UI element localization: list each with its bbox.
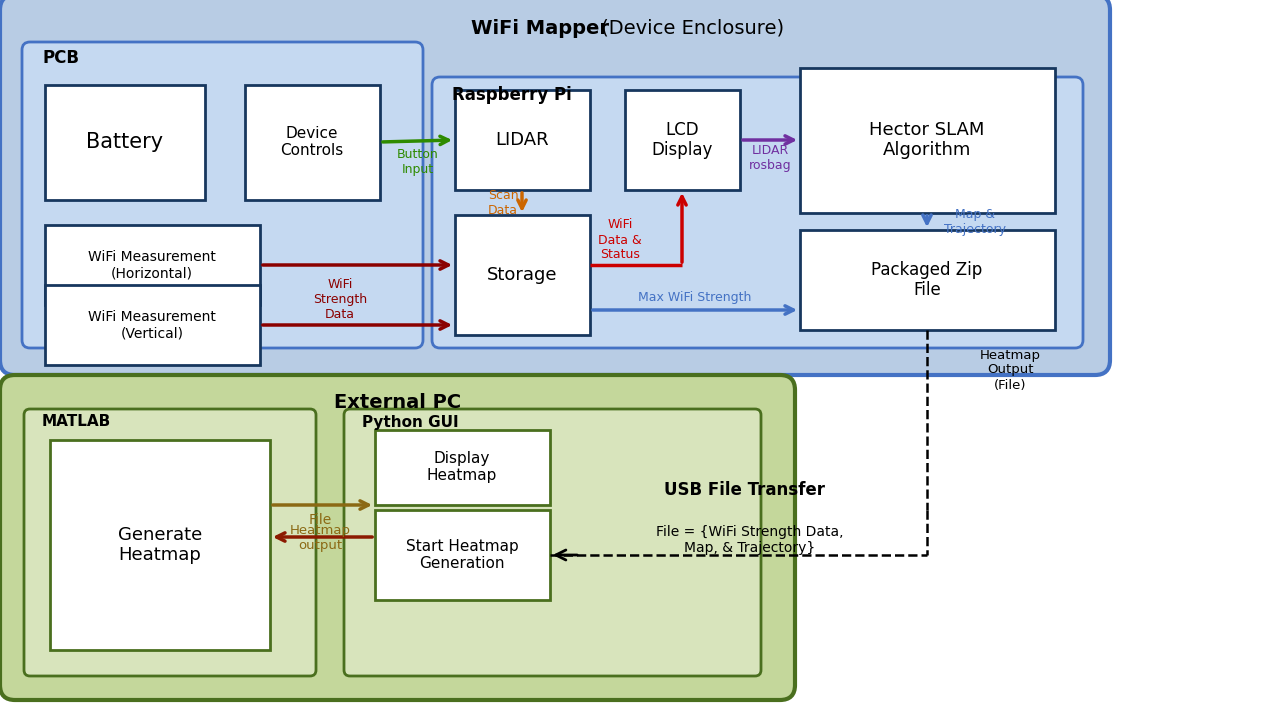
Text: Map &
Trajectory: Map & Trajectory — [945, 208, 1006, 236]
Text: Max WiFi Strength: Max WiFi Strength — [639, 292, 751, 305]
Bar — [45, 85, 205, 200]
Bar — [800, 230, 1055, 330]
Text: External PC: External PC — [334, 392, 462, 412]
Text: File: File — [308, 513, 332, 527]
Bar — [800, 68, 1055, 213]
Text: Packaged Zip
File: Packaged Zip File — [872, 261, 983, 300]
Bar — [454, 90, 590, 190]
Text: Heatmap
Output
(File): Heatmap Output (File) — [980, 348, 1041, 392]
Text: LIDAR
rosbag: LIDAR rosbag — [749, 144, 791, 172]
Text: Generate
Heatmap: Generate Heatmap — [118, 526, 202, 564]
Text: WiFi Measurement
(Horizontal): WiFi Measurement (Horizontal) — [88, 250, 216, 280]
FancyBboxPatch shape — [0, 375, 795, 700]
Text: WiFi Mapper: WiFi Mapper — [471, 19, 609, 37]
FancyBboxPatch shape — [0, 0, 1110, 375]
Bar — [45, 225, 260, 305]
Text: WiFi
Strength
Data: WiFi Strength Data — [312, 279, 367, 322]
FancyBboxPatch shape — [344, 409, 762, 676]
FancyBboxPatch shape — [433, 77, 1083, 348]
Text: Button
Input: Button Input — [397, 148, 439, 176]
FancyBboxPatch shape — [22, 42, 422, 348]
Text: Hector SLAM
Algorithm: Hector SLAM Algorithm — [869, 120, 984, 159]
Text: MATLAB: MATLAB — [42, 415, 111, 430]
FancyBboxPatch shape — [24, 409, 316, 676]
Text: Start Heatmap
Generation: Start Heatmap Generation — [406, 539, 518, 571]
Text: WiFi
Data &
Status: WiFi Data & Status — [598, 218, 641, 261]
Text: Heatmap
output: Heatmap output — [289, 524, 351, 552]
Text: Battery: Battery — [87, 132, 164, 152]
Text: WiFi Measurement
(Vertical): WiFi Measurement (Vertical) — [88, 310, 216, 340]
Bar — [45, 285, 260, 365]
Bar — [50, 440, 270, 650]
Text: Device
Controls: Device Controls — [280, 126, 343, 158]
Text: Scan
Data: Scan Data — [488, 189, 518, 217]
Bar — [454, 215, 590, 335]
Text: (Device Enclosure): (Device Enclosure) — [595, 19, 785, 37]
Bar — [375, 510, 550, 600]
Bar — [625, 90, 740, 190]
Text: Storage: Storage — [486, 266, 557, 284]
Text: PCB: PCB — [42, 49, 79, 67]
Text: Python GUI: Python GUI — [362, 415, 458, 430]
Bar — [375, 430, 550, 505]
Text: LIDAR: LIDAR — [495, 131, 549, 149]
Text: LCD
Display: LCD Display — [652, 120, 713, 159]
Text: Display
Heatmap: Display Heatmap — [426, 451, 497, 483]
Text: Raspberry Pi: Raspberry Pi — [452, 86, 572, 104]
Text: USB File Transfer: USB File Transfer — [664, 481, 826, 499]
Bar — [244, 85, 380, 200]
Text: File = {WiFi Strength Data,
Map, & Trajectory}: File = {WiFi Strength Data, Map, & Traje… — [657, 525, 844, 555]
